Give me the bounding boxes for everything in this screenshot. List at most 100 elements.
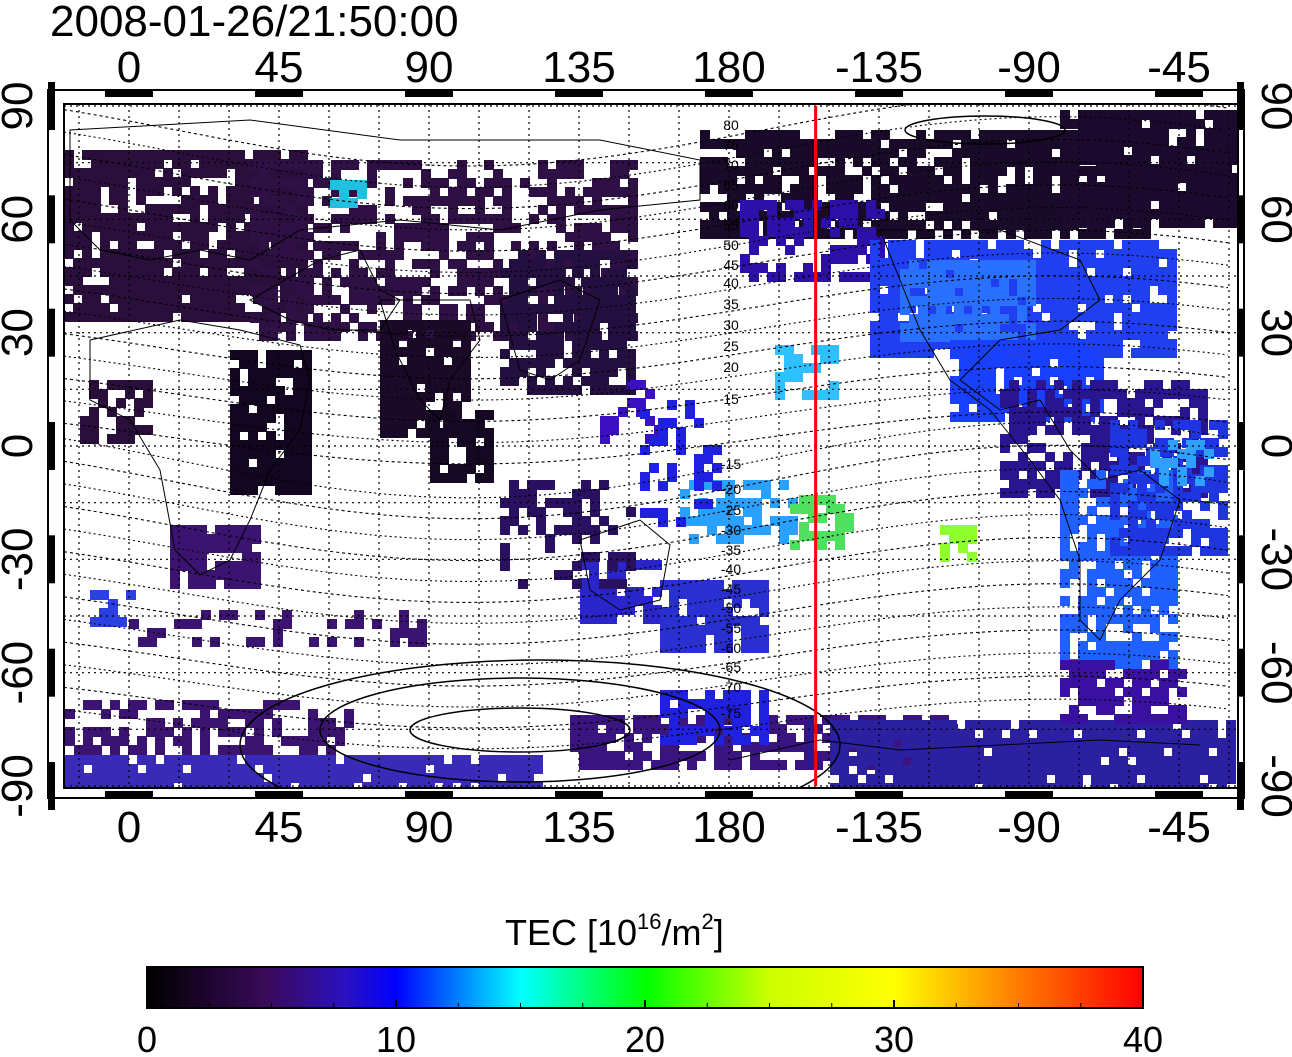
tec-cell (293, 431, 303, 441)
tec-cell (412, 277, 422, 287)
tec-cell (1132, 569, 1142, 579)
tec-cell (1105, 678, 1115, 688)
tec-cell (1094, 358, 1104, 368)
tec-cell (1060, 551, 1070, 561)
tec-cell (651, 760, 661, 770)
tec-cell (82, 168, 92, 178)
tec-cell (1114, 191, 1124, 201)
tec-cell (556, 223, 566, 233)
tec-cell (425, 392, 435, 402)
tec-cell (457, 419, 467, 429)
tec-cell (813, 724, 823, 734)
tec-cell (906, 339, 916, 349)
tec-cell (581, 349, 591, 359)
tec-cell (1199, 729, 1209, 739)
tec-cell (1190, 729, 1200, 739)
tec-cell (979, 166, 989, 176)
tec-cell (1131, 276, 1141, 286)
tec-cell (709, 157, 719, 167)
tec-cell (155, 773, 165, 783)
tec-cell (947, 774, 957, 784)
tec-cell (331, 241, 341, 251)
tec-cell (830, 747, 840, 757)
tec-cell (538, 205, 548, 215)
tec-cell (302, 386, 312, 396)
tec-cell (581, 259, 591, 269)
tec-cell (992, 774, 1002, 784)
tec-cell (1158, 267, 1168, 277)
tec-cell (1001, 765, 1011, 775)
tec-cell (1099, 461, 1109, 471)
tec-cell (995, 340, 1005, 350)
tec-cell (1141, 209, 1151, 219)
contour-label: 40 (723, 275, 739, 291)
tec-cell (245, 755, 255, 765)
tec-cell (197, 534, 207, 544)
tec-cell (380, 428, 390, 438)
tec-cell (376, 232, 386, 242)
tec-cell (1140, 321, 1150, 331)
tec-cell (1182, 510, 1192, 520)
tec-cell (902, 783, 912, 788)
tec-cell (820, 354, 830, 364)
right-lat-tick-labels: 9060300-30-60-90 (1252, 82, 1292, 818)
tec-cell (502, 223, 512, 233)
tec-cell (289, 195, 299, 205)
tec-cell (1141, 678, 1151, 688)
tec-cell (65, 755, 75, 765)
tec-cell (1141, 650, 1151, 660)
tec-cell (916, 130, 926, 140)
tec-cell (608, 268, 618, 278)
tec-cell (1173, 420, 1183, 430)
frame-tick (48, 648, 55, 697)
tec-cell (1078, 155, 1088, 165)
tec-cell (945, 287, 955, 297)
tec-cell (835, 184, 845, 194)
coastline (69, 119, 701, 261)
tec-cell (750, 751, 760, 761)
tec-cell (900, 296, 910, 306)
tec-cell (572, 286, 582, 296)
tec-cell (399, 619, 409, 629)
tec-cell (174, 619, 184, 629)
tec-cell (1141, 705, 1151, 715)
tec-cell (83, 736, 93, 746)
tec-cell (790, 193, 800, 203)
tec-cell (1172, 783, 1182, 788)
tec-cell (799, 148, 809, 158)
tec-cell (1217, 747, 1227, 757)
tec-cell (925, 193, 935, 203)
tec-cell (554, 331, 564, 341)
tec-cell (1199, 756, 1209, 766)
tec-cell (398, 401, 408, 411)
tec-cell (308, 755, 318, 765)
tec-cell (1001, 774, 1011, 784)
frame-tick (555, 791, 603, 798)
tec-cell (277, 160, 287, 170)
tec-cell (754, 139, 764, 149)
tec-cell (615, 760, 625, 770)
tec-cell (536, 340, 546, 350)
tec-cell (1158, 339, 1168, 349)
tec-cell (1087, 209, 1097, 219)
tec-cell (65, 727, 75, 737)
tec-cell (272, 773, 282, 783)
tec-cell (89, 416, 99, 426)
tec-cell (335, 736, 345, 746)
tec-cell (1054, 479, 1064, 489)
tec-cell (227, 755, 237, 765)
tec-cell (1069, 470, 1079, 480)
tec-cell (304, 304, 314, 314)
tec-cell (109, 222, 119, 232)
tec-cell (277, 232, 287, 242)
tec-cell (475, 187, 485, 197)
tec-cell (572, 295, 582, 305)
tec-cell (898, 139, 908, 149)
tec-cell (871, 148, 881, 158)
tec-cell (1180, 407, 1190, 417)
tec-cell (254, 773, 264, 783)
tec-cell (590, 340, 600, 350)
tec-cell (1060, 678, 1070, 688)
tec-cell (1045, 470, 1055, 480)
tec-cell (619, 286, 629, 296)
